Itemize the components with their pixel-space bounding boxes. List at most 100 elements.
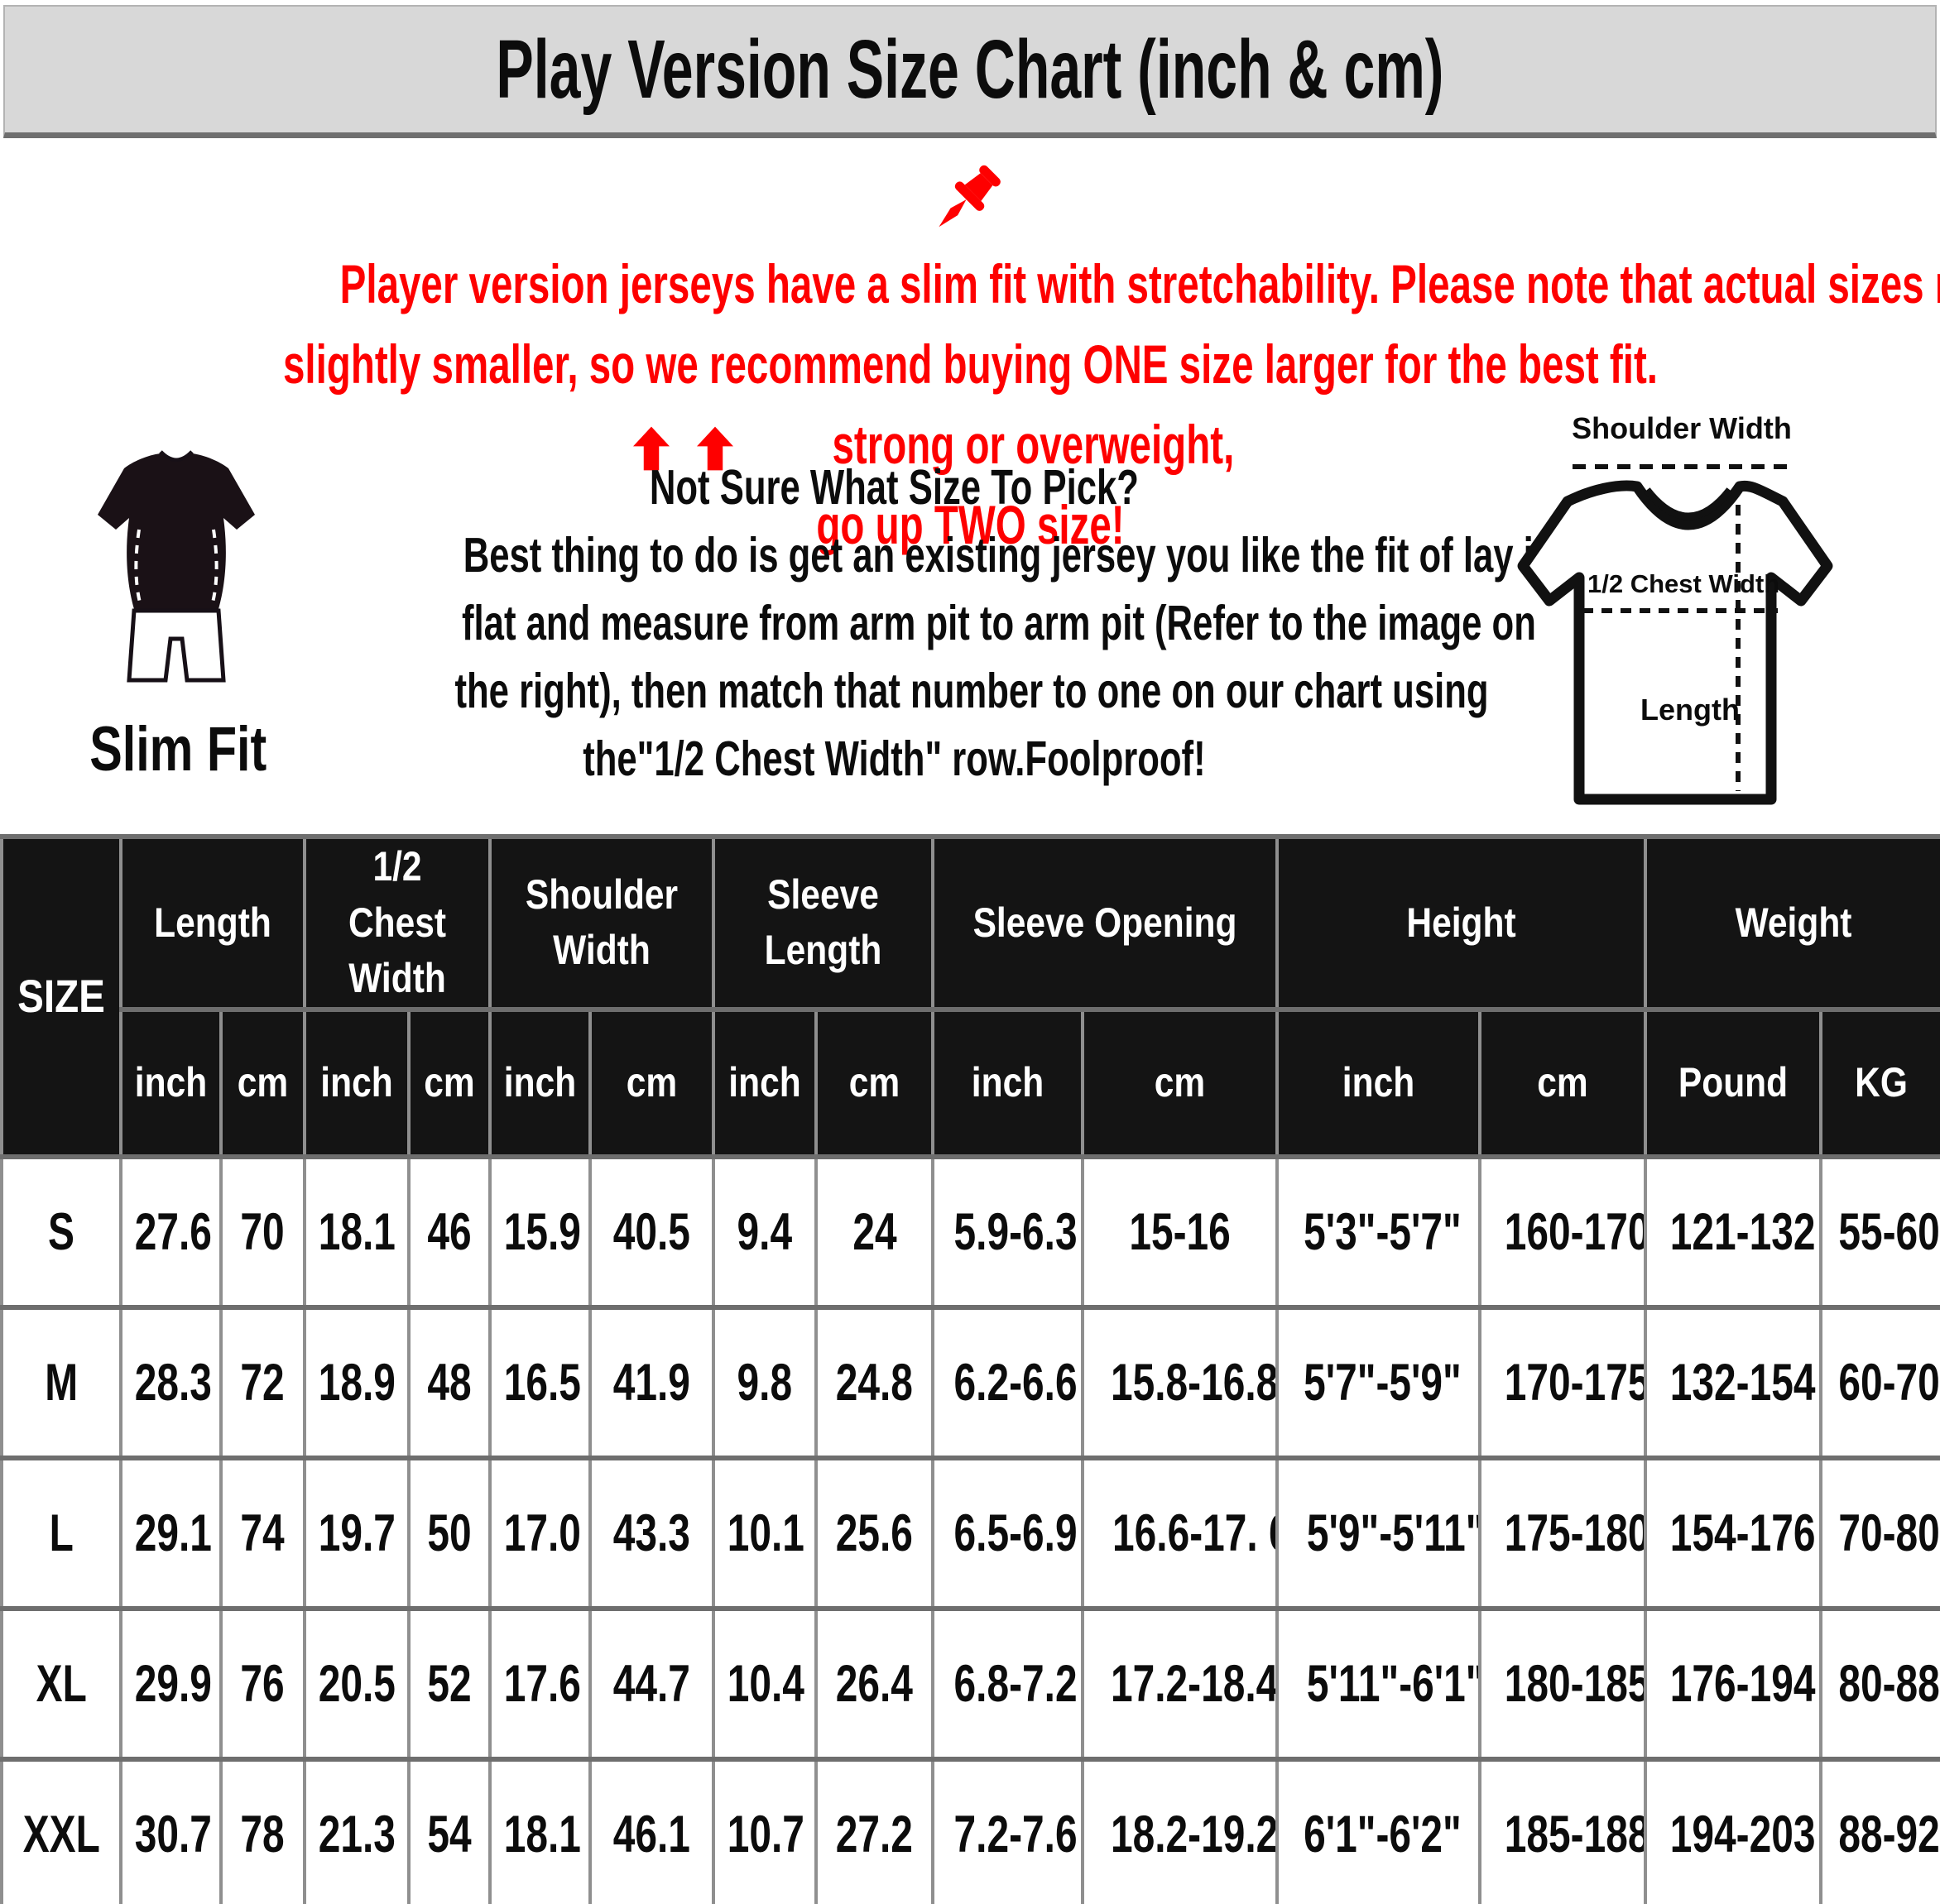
cell-text: 40.5 — [612, 1202, 691, 1261]
cell-text: 19.7 — [318, 1504, 396, 1562]
cell: 154-176 — [1644, 1455, 1823, 1611]
cell-text: 9.4 — [737, 1202, 793, 1261]
cell-text: 170-175 — [1504, 1353, 1646, 1412]
cell-text: 18.1 — [318, 1202, 396, 1261]
cell-text: 10.7 — [727, 1805, 804, 1863]
cell: 76 — [218, 1605, 307, 1762]
cell: 160-170 — [1478, 1153, 1648, 1310]
cell-text: 17.6 — [503, 1654, 581, 1713]
notice-text-2b: strong or overweight, — [832, 413, 1235, 475]
pushpin-icon — [939, 165, 1001, 227]
notice-line-3: go up TWO size! — [0, 485, 1940, 565]
unit-text: inch — [320, 1058, 393, 1105]
cell-text: 16.5 — [503, 1353, 581, 1412]
guide-line-4: the"1/2 Chest Width" row.Foolproof! — [273, 725, 1515, 793]
cell-text: 26.4 — [835, 1654, 914, 1713]
cell-text: 74 — [240, 1504, 286, 1562]
cell: 46.1 — [588, 1756, 716, 1904]
cell-text: 6.2-6.6 — [953, 1353, 1078, 1412]
cell: 24.8 — [814, 1304, 935, 1460]
cell: 132-154 — [1644, 1304, 1823, 1460]
cell: 9.4 — [712, 1153, 819, 1310]
unit-header-pound: Pound — [1644, 1006, 1823, 1159]
guide-line-3-text: the right), then match that number to on… — [454, 664, 1489, 718]
table-row-m: M 28.3 72 18.9 48 16.5 41.9 9.8 24.8 6.2… — [0, 1304, 1940, 1460]
cell: 10.1 — [712, 1455, 819, 1611]
cell-text: 30.7 — [134, 1805, 212, 1863]
cell: 25.6 — [814, 1455, 935, 1611]
cell: 60-70 — [1819, 1304, 1940, 1460]
unit-text: cm — [237, 1058, 289, 1105]
cell-text: 70-80 — [1838, 1504, 1940, 1562]
cell: 54 — [407, 1756, 492, 1904]
unit-text: cm — [848, 1058, 900, 1105]
cell: 27.2 — [814, 1756, 935, 1904]
cell: 74 — [218, 1455, 307, 1611]
col-header-height: Height — [1275, 834, 1648, 1012]
cell: 88-92 — [1819, 1756, 1940, 1904]
size-cell: L — [0, 1455, 122, 1611]
length-header-text: Length — [154, 899, 271, 946]
guide-line-4-text: the"1/2 Chest Width" row.Foolproof! — [582, 731, 1206, 786]
unit-text: Pound — [1678, 1058, 1789, 1105]
size-guide-text: Not Sure What Size To Pick? Best thing t… — [273, 453, 1545, 793]
unit-text: cm — [424, 1058, 475, 1105]
cell-text: 27.2 — [835, 1805, 914, 1863]
size-cell: M — [0, 1304, 122, 1460]
unit-header-cm: cm — [814, 1006, 935, 1159]
unit-text: cm — [626, 1058, 678, 1105]
cell-text: XXL — [22, 1805, 100, 1863]
cell: 27.6 — [119, 1153, 223, 1310]
cell: 5'7"-5'9" — [1275, 1304, 1482, 1460]
cell-text: 43.3 — [612, 1504, 691, 1562]
cell-text: 5'11"-6'1" — [1306, 1654, 1481, 1713]
cell-text: 5.9-6.3 — [953, 1202, 1078, 1261]
page-title: Play Version Size Chart (inch & cm) — [496, 22, 1444, 116]
cell: 180-185 — [1478, 1605, 1648, 1762]
guide-line-3: the right), then match that number to on… — [273, 657, 1515, 725]
cell: 6.8-7.2 — [931, 1605, 1085, 1762]
cell: 16.5 — [488, 1304, 593, 1460]
cell-text: 17.2-18.4 — [1110, 1654, 1278, 1713]
weight-header-text: Weight — [1735, 899, 1852, 946]
unit-header-kg: KG — [1819, 1006, 1940, 1159]
cell-text: 52 — [427, 1654, 472, 1713]
cell: 50 — [407, 1455, 492, 1611]
cell-text: 5'7"-5'9" — [1304, 1353, 1462, 1412]
tshirt-outline — [1517, 480, 1833, 805]
cell: 26.4 — [814, 1605, 935, 1762]
notice-text-2a: slightly smaller, so we recommend buying… — [282, 333, 1658, 395]
cell: 18.1 — [488, 1756, 593, 1904]
cell: 28.3 — [119, 1304, 223, 1460]
cell-text: XL — [36, 1654, 87, 1713]
cell-text: 180-185 — [1504, 1654, 1646, 1713]
cell: 48 — [407, 1304, 492, 1460]
unit-header-inch: inch — [488, 1006, 593, 1159]
cell: 21.3 — [303, 1756, 411, 1904]
cell: 176-194 — [1644, 1605, 1823, 1762]
cell: 10.7 — [712, 1756, 819, 1904]
cell: 6.5-6.9 — [931, 1455, 1085, 1611]
cell: 40.5 — [588, 1153, 716, 1310]
cell: 194-203 — [1644, 1756, 1823, 1904]
cell-text: 72 — [240, 1353, 286, 1412]
cell-text: 28.3 — [134, 1353, 212, 1412]
unit-header-cm: cm — [588, 1006, 716, 1159]
cell-text: 154-176 — [1669, 1504, 1816, 1562]
length-label: Length — [1640, 693, 1740, 727]
cell: 17.0 — [488, 1455, 593, 1611]
col-header-size: SIZE — [0, 834, 122, 1159]
cell: 185-188 — [1478, 1756, 1648, 1904]
cell-text: 15-16 — [1129, 1202, 1231, 1261]
cell-text: 9.8 — [737, 1353, 793, 1412]
cell-text: 21.3 — [318, 1805, 396, 1863]
unit-header-cm: cm — [1081, 1006, 1280, 1159]
col-header-sleeve-length: Sleeve Length — [712, 834, 935, 1012]
tshirt-measure-diagram: Shoulder Width 1/2 Chest Width Length — [1517, 411, 1833, 805]
shoulder-width-label: Shoulder Width — [1572, 411, 1792, 445]
unit-header-inch: inch — [931, 1006, 1085, 1159]
table-row-xxl: XXL 30.7 78 21.3 54 18.1 46.1 10.7 27.2 … — [0, 1756, 1940, 1904]
notice-line-2: slightly smaller, so we recommend buying… — [0, 324, 1940, 485]
unit-text: inch — [728, 1058, 801, 1105]
cell-text: 20.5 — [318, 1654, 396, 1713]
